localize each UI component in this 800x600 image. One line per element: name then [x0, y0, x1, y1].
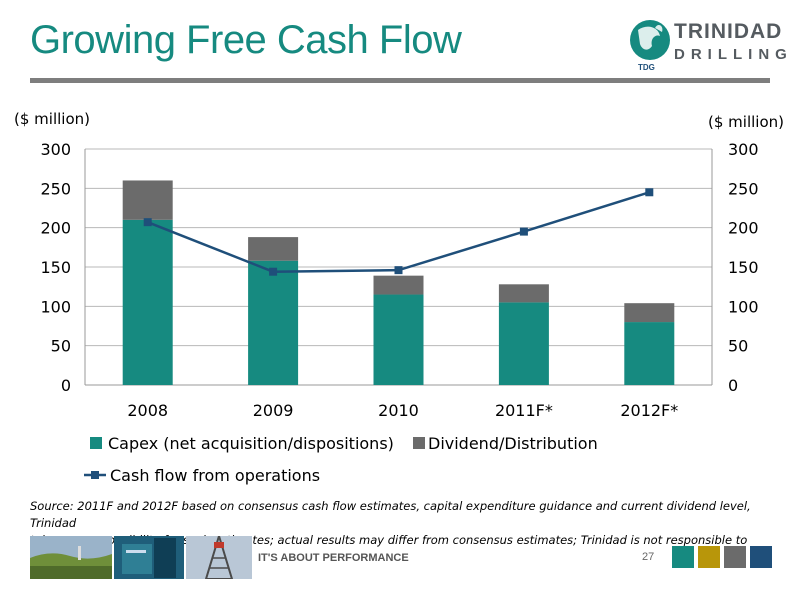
y-right-tick-label: 150 — [728, 258, 759, 277]
legend-swatch-dividend — [413, 437, 425, 449]
y-right-tick-label: 50 — [728, 337, 748, 356]
dividend-bar — [248, 237, 299, 261]
cash-flow-point — [394, 266, 403, 275]
derrick-photo — [186, 536, 252, 579]
cash-flow-chart: 0 50 100 150 200 250 300 0 50 100 150 200 250 300 2008… — [40, 140, 759, 485]
capex-bar — [624, 322, 675, 385]
x-tick-label: 2008 — [127, 401, 168, 420]
capex-bar — [248, 260, 299, 385]
y-left-tick-label: 200 — [40, 219, 71, 238]
x-tick-label: 2010 — [378, 401, 419, 420]
x-tick-label: 2012F* — [620, 401, 678, 420]
y-left-tick-label: 100 — [40, 297, 71, 316]
cash-flow-point — [143, 218, 152, 227]
y-left-tick-label: 250 — [40, 179, 71, 198]
y-left-tick-label: 0 — [61, 376, 71, 395]
legend-label-cashflow: Cash flow from operations — [110, 466, 320, 485]
y-right-tick-label: 300 — [728, 140, 759, 159]
dividend-bar — [498, 284, 549, 303]
legend-swatch-capex — [90, 437, 102, 449]
dividend-bar — [624, 303, 675, 323]
left-axis-unit: ($ million) — [14, 110, 90, 128]
y-left-tick-label: 150 — [40, 258, 71, 277]
company-logo: TRINIDAD DRILLING TDG — [626, 14, 787, 80]
rig-photo — [114, 536, 184, 579]
legend-label-dividend: Dividend/Distribution — [428, 434, 598, 453]
x-tick-label: 2009 — [253, 401, 294, 420]
legend-label-capex: Capex (net acquisition/dispositions) — [108, 434, 394, 453]
logo-wordmark-bottom: DRILLING — [674, 46, 793, 63]
cash-flow-line — [147, 191, 650, 273]
title-divider — [30, 78, 770, 83]
cash-flow-point — [519, 227, 528, 236]
logo-tag: TDG — [638, 63, 655, 72]
footer-square-teal — [672, 546, 694, 568]
y-right-tick-label: 200 — [728, 219, 759, 238]
dividend-bar — [373, 275, 424, 295]
legend-marker-cashflow — [91, 471, 99, 479]
dividend-bar — [122, 180, 173, 220]
capex-bar — [373, 294, 424, 385]
capex-bar — [122, 219, 173, 385]
footer-square-gold — [698, 546, 720, 568]
capex-bar — [498, 302, 549, 385]
page-number: 27 — [642, 551, 655, 563]
globe-icon — [630, 20, 670, 60]
landscape-photo — [30, 536, 112, 579]
y-right-tick-label: 0 — [728, 376, 738, 395]
y-left-tick-label: 300 — [40, 140, 71, 159]
x-tick-label: 2011F* — [495, 401, 553, 420]
y-left-tick-label: 50 — [51, 337, 71, 356]
footer-square-gray — [724, 546, 746, 568]
y-right-tick-label: 250 — [728, 179, 759, 198]
footer-square-navy — [750, 546, 772, 568]
source-line-1: Source: 2011F and 2012F based on consens… — [30, 499, 751, 530]
logo-wordmark-top: TRINIDAD — [674, 20, 783, 43]
y-right-tick-label: 100 — [728, 297, 759, 316]
cash-flow-point — [269, 267, 278, 276]
footer-tagline: IT'S ABOUT PERFORMANCE — [258, 552, 409, 564]
right-axis-unit: ($ million) — [708, 113, 784, 131]
cash-flow-point — [645, 188, 654, 197]
slide-title: Growing Free Cash Flow — [30, 18, 462, 62]
